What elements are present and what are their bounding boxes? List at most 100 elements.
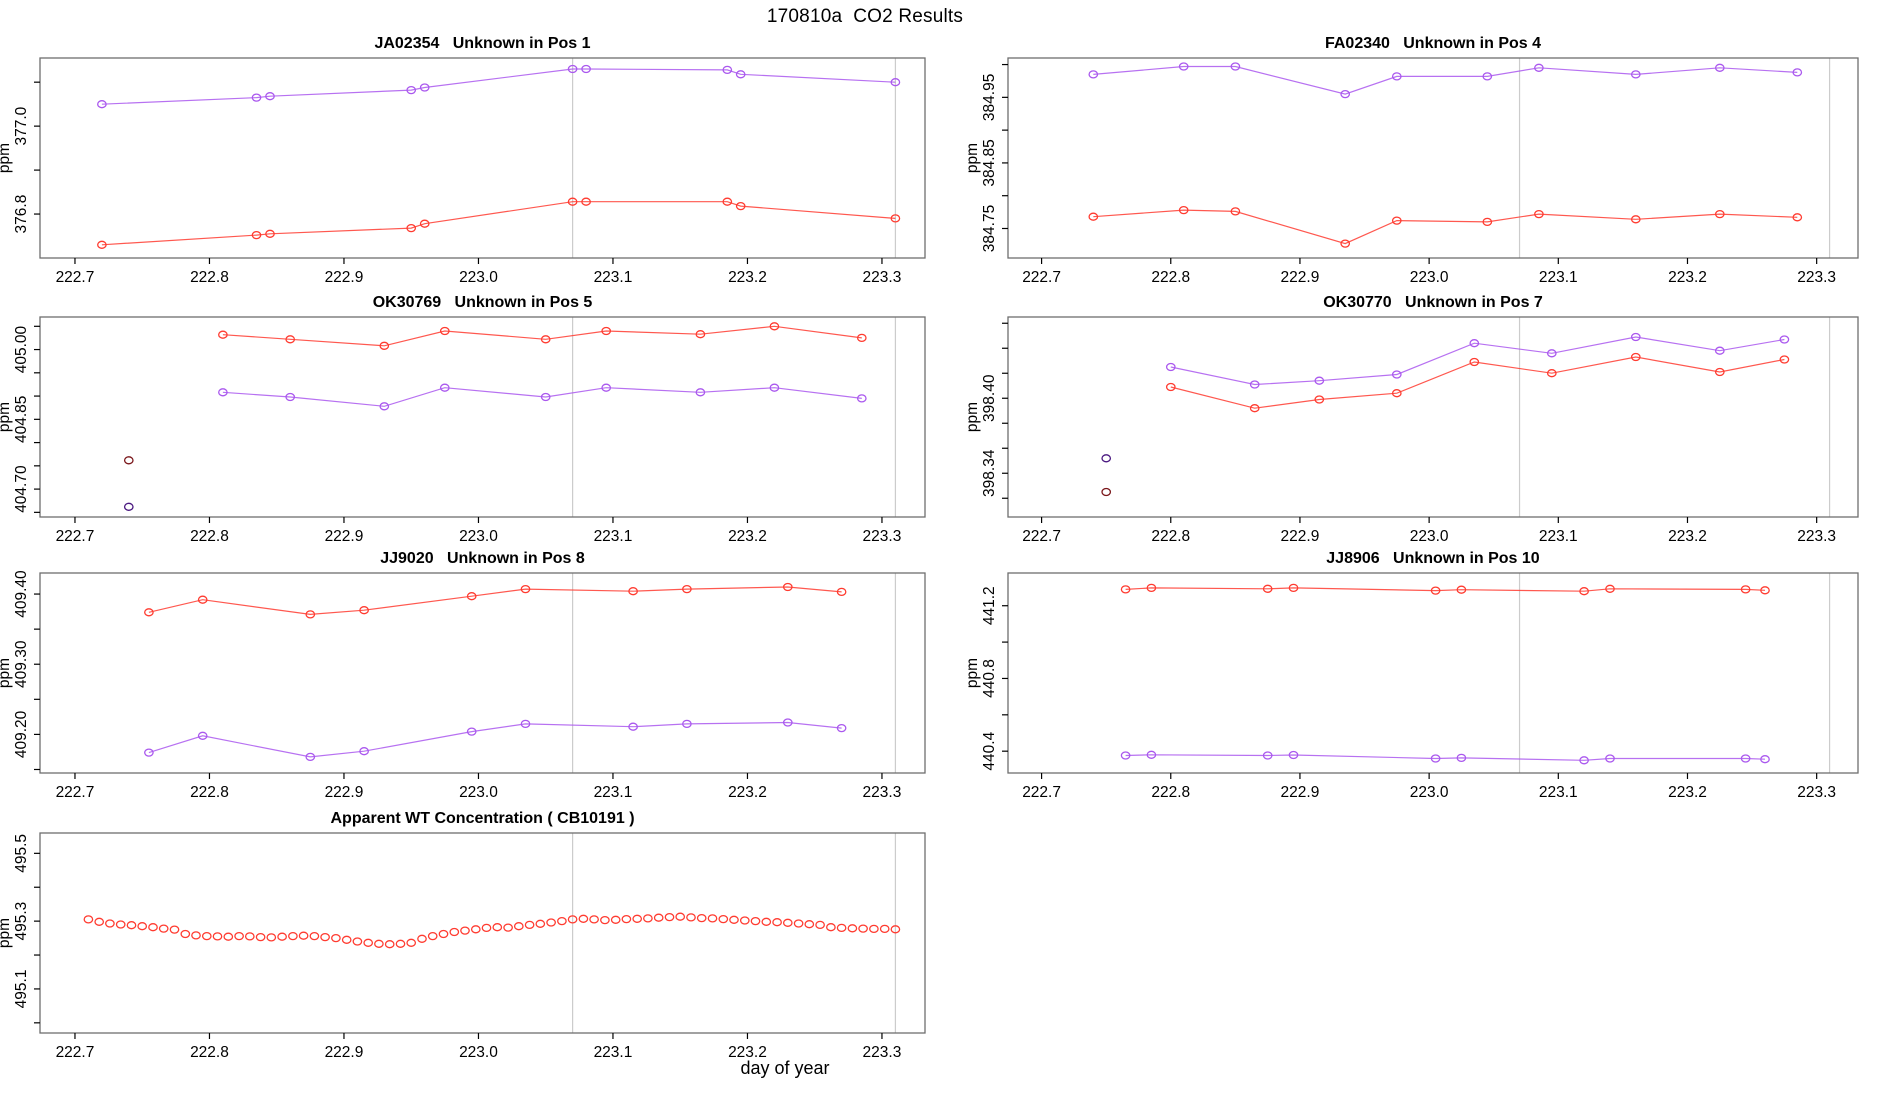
data-point-marker <box>288 931 298 941</box>
x-tick-label: 223.0 <box>1410 784 1449 801</box>
x-tick-label: 223.1 <box>1539 269 1578 286</box>
x-tick-label: 223.0 <box>459 784 498 801</box>
y-axis-label: ppm <box>964 402 981 432</box>
data-point-marker <box>793 919 804 928</box>
data-point-marker <box>610 915 621 924</box>
series-outlier-dark-red <box>123 456 134 465</box>
data-point-marker <box>769 322 780 331</box>
data-point-marker <box>578 914 589 923</box>
data-point-marker <box>856 333 867 343</box>
data-point-marker <box>1630 215 1641 224</box>
data-point-marker <box>535 919 546 928</box>
reference-lines <box>1518 573 1831 773</box>
data-point-marker <box>1605 584 1615 593</box>
data-point-marker <box>384 940 395 949</box>
data-point-marker <box>858 924 868 933</box>
data-point-marker <box>601 326 612 336</box>
x-tick-label: 222.8 <box>190 269 229 286</box>
data-point-marker <box>1779 335 1790 344</box>
panel-plot: 222.7 222.8 222.9 223.0 223.1 223.2 223.3 405.0… <box>0 294 926 545</box>
y-tick-label: 440.4 <box>981 731 998 770</box>
series-purple-trace <box>144 718 847 762</box>
data-point-marker <box>466 727 477 736</box>
data-point-marker <box>1779 355 1790 364</box>
y-axis-label: ppm <box>0 918 13 948</box>
panel-plot: 222.7 222.8 222.9 223.0 223.1 223.2 223.3 377.0… <box>0 35 926 286</box>
series-line <box>1125 587 1766 592</box>
data-point-marker <box>804 920 815 929</box>
data-point-marker <box>1760 755 1770 764</box>
data-point-marker <box>653 913 664 922</box>
series-red-trace <box>144 582 847 619</box>
y-axis: 384.95 384.85 384.75 <box>981 63 1008 252</box>
plot-frame <box>39 57 926 259</box>
series-red-trace <box>1165 352 1790 413</box>
data-point-marker <box>1714 209 1725 219</box>
x-tick-label: 222.7 <box>1022 784 1061 801</box>
series-red-trace <box>97 197 901 249</box>
reference-lines <box>572 833 897 1033</box>
data-point-marker <box>718 914 729 924</box>
data-point-marker <box>115 920 126 929</box>
data-point-marker <box>1456 585 1467 594</box>
series-line <box>101 201 896 246</box>
x-tick-label: 223.2 <box>1668 528 1707 545</box>
data-point-marker <box>1178 205 1189 215</box>
x-tick-label: 222.9 <box>1281 528 1320 545</box>
data-point-marker <box>460 926 470 935</box>
plot-frame <box>39 572 926 774</box>
data-point-marker <box>379 402 390 411</box>
data-point-marker <box>406 938 417 947</box>
data-point-marker <box>144 608 154 617</box>
data-point-marker <box>320 932 330 942</box>
series-outlier-dark-purple <box>1101 454 1112 463</box>
data-point-marker <box>439 326 450 336</box>
data-point-marker <box>123 502 134 511</box>
data-point-marker <box>123 456 134 465</box>
data-point-marker <box>628 587 638 596</box>
series-line <box>1170 336 1785 386</box>
data-point-marker <box>97 240 107 249</box>
data-point-marker <box>1314 376 1325 385</box>
data-point-marker <box>1534 63 1544 72</box>
data-point-marker <box>305 752 316 762</box>
series-purple-trace <box>218 383 867 411</box>
reference-lines <box>572 58 897 258</box>
x-tick-label: 222.7 <box>1022 269 1061 286</box>
panel-ok30769-pos5: 222.7 222.8 222.9 223.0 223.1 223.2 223.3 405.0… <box>0 279 950 547</box>
data-point-marker <box>707 914 718 923</box>
y-tick-label: 441.2 <box>981 586 998 625</box>
data-point-marker <box>255 932 266 942</box>
x-tick-label: 223.3 <box>1797 528 1836 545</box>
data-point-marker <box>266 933 277 942</box>
data-point-marker <box>218 330 228 339</box>
data-point-marker <box>144 748 154 757</box>
x-tick-label: 223.3 <box>863 1044 902 1061</box>
data-point-marker <box>419 83 430 92</box>
x-axis: 222.7 222.8 222.9 223.0 223.1 223.2 223.3 <box>56 1033 902 1061</box>
figure-title: 170810a CO2 Results <box>766 6 964 27</box>
data-point-marker <box>540 335 551 344</box>
data-point-marker <box>419 219 430 228</box>
series-red-points <box>83 912 901 949</box>
x-tick-label: 222.8 <box>190 1044 229 1061</box>
series-purple-trace <box>97 64 901 109</box>
data-point-marker <box>520 584 531 594</box>
x-axis-title: day of year <box>740 1058 830 1078</box>
data-point-marker <box>735 201 746 211</box>
series-line <box>222 387 862 407</box>
data-point-marker <box>847 924 858 933</box>
data-point-marker <box>1792 68 1803 77</box>
data-point-marker <box>148 923 158 932</box>
data-point-marker <box>1740 585 1751 594</box>
y-tick-label: 384.75 <box>981 205 998 252</box>
data-point-marker <box>815 920 825 930</box>
plot-frame <box>1007 572 1859 774</box>
data-point-marker <box>285 392 296 402</box>
plot-frame <box>1007 57 1859 259</box>
data-point-marker <box>94 917 105 926</box>
x-tick-label: 222.7 <box>56 269 95 286</box>
data-point-marker <box>782 582 793 592</box>
data-point-marker <box>191 931 201 940</box>
panel-jj8906-pos10: 222.7 222.8 222.9 223.0 223.1 223.2 223.3 441.2… <box>950 535 1900 803</box>
